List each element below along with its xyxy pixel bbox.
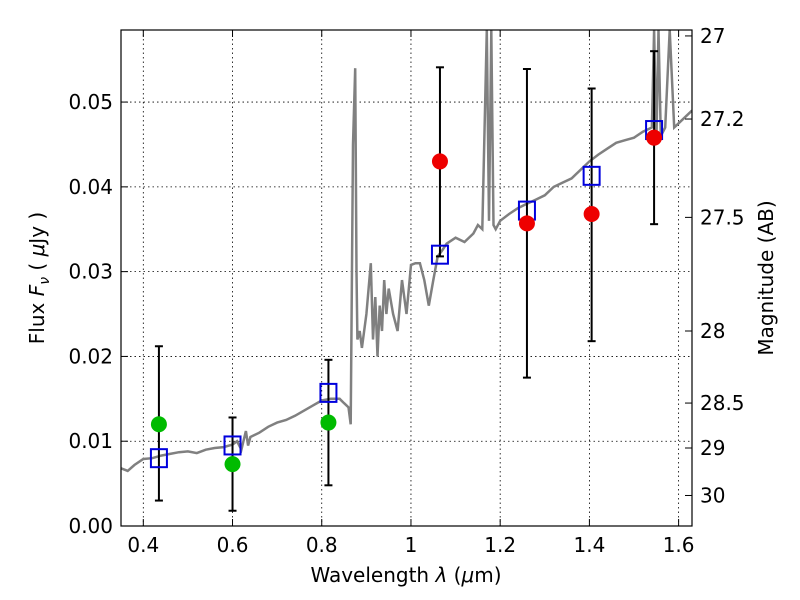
grid-lines [121,30,692,527]
x-axis-ticks: 0.4 0.6 0.8 1 1.2 1.4 1.6 [127,30,695,557]
y2-tick-label: 27.5 [700,205,745,229]
error-bars [154,50,659,512]
x-tick-label: 1.4 [573,533,605,557]
y2-tick-label: 27.2 [700,107,745,131]
model-square-marker [223,435,242,456]
spectrum-line [121,30,692,473]
x-tick-label: 1 [405,533,418,557]
y2-axis-ticks: 27 27.2 27.5 28 28.5 29 30 [685,24,745,507]
observed-point-marker [518,215,535,232]
model-square-marker [149,448,168,469]
y2-tick-label: 29 [700,436,725,460]
y2-axis-title: Magnitude (AB) [754,200,778,355]
y-axis-title: Flux Fν ( μJy ) [25,212,53,344]
y-tick-label: 0.05 [68,90,113,114]
observed-point-marker [320,414,337,431]
x-tick-label: 0.6 [217,533,249,557]
data-markers [149,120,664,473]
observed-point-marker [431,153,448,170]
x-tick-label: 1.6 [663,533,695,557]
x-tick-label: 0.8 [306,533,338,557]
model-square-marker [582,165,601,186]
y2-tick-label: 27 [700,24,725,48]
x-tick-label: 0.4 [127,533,159,557]
x-tick-label: 1.2 [484,533,516,557]
y-tick-label: 0.01 [68,429,113,453]
observed-point-marker [224,456,241,473]
observed-point-marker [646,129,663,146]
x-axis-title: Wavelength λ (μm) [310,563,501,587]
plot-frame [120,29,693,527]
observed-point-marker [583,205,600,222]
y2-tick-label: 30 [700,483,725,507]
y2-tick-label: 28.5 [700,391,745,415]
y-tick-label: 0.04 [68,175,113,199]
plot-area [121,30,692,512]
model-square-marker [430,244,449,265]
observed-point-marker [150,416,167,433]
y2-tick-label: 28 [700,319,725,343]
model-square-marker [319,382,338,403]
y-tick-label: 0.03 [68,260,113,284]
y-tick-label: 0.02 [68,344,113,368]
y-tick-label: 0.00 [68,514,113,538]
y-axis-ticks: 0.00 0.01 0.02 0.03 0.04 0.05 [68,90,128,538]
